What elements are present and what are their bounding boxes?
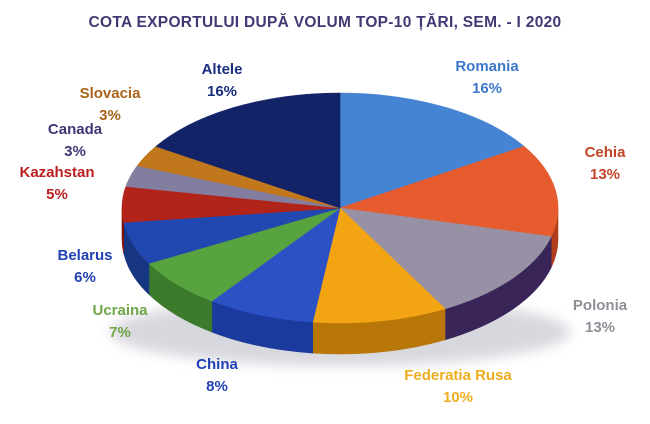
label-altele-value: 16% (206, 83, 238, 100)
pie-side-walls (121, 207, 559, 355)
label-belarus: Belarus 6% (57, 245, 112, 289)
label-polonia-name: Polonia (572, 297, 628, 314)
label-romania: Romania 16% (455, 56, 518, 100)
pie-slice-romania (339, 92, 525, 209)
label-kazahstan: Kazahstan 5% (19, 162, 94, 206)
label-altele-name: Altele (201, 61, 243, 78)
label-ucraina-value: 7% (109, 324, 131, 341)
label-belarus-value: 6% (74, 269, 96, 286)
label-polonia: Polonia 13% (573, 295, 627, 339)
pie-slice-polonia (339, 207, 552, 310)
label-ucraina-name: Ucraina (92, 302, 148, 319)
pie-slice-china (211, 207, 341, 323)
label-china-value: 8% (206, 378, 228, 395)
label-federatia-rusa: Federatia Rusa 10% (404, 365, 512, 409)
label-belarus-name: Belarus (57, 247, 113, 264)
label-ucraina: Ucraina 7% (92, 300, 147, 344)
label-slovacia: Slovacia 3% (80, 83, 141, 127)
label-federatia-rusa-value: 10% (442, 389, 474, 406)
pie-slice-cehia (339, 146, 559, 237)
label-cehia-value: 13% (589, 166, 621, 183)
label-china: China 8% (196, 354, 238, 398)
label-canada-name: Canada (47, 121, 103, 138)
pie-top-slices (121, 92, 559, 324)
label-canada-value: 3% (64, 143, 86, 160)
label-cehia-name: Cehia (584, 144, 626, 161)
label-cehia: Cehia 13% (585, 142, 626, 186)
pie-slice-altele (155, 92, 341, 209)
label-china-name: China (196, 356, 238, 373)
label-canada: Canada 3% (48, 119, 102, 163)
label-altele: Altele 16% (202, 59, 243, 103)
pie-slice-federatia-rusa (312, 207, 446, 324)
label-romania-name: Romania (455, 58, 519, 75)
label-federatia-rusa-name: Federatia Rusa (404, 367, 512, 384)
label-kazahstan-value: 5% (46, 186, 68, 203)
chart-title: COTA EXPORTULUI DUPĂ VOLUM TOP-10 ȚĂRI, … (88, 14, 562, 31)
label-slovacia-name: Slovacia (79, 85, 141, 102)
label-polonia-value: 13% (584, 319, 616, 336)
label-slovacia-value: 3% (99, 107, 121, 124)
label-romania-value: 16% (471, 80, 503, 97)
label-kazahstan-name: Kazahstan (19, 164, 95, 181)
